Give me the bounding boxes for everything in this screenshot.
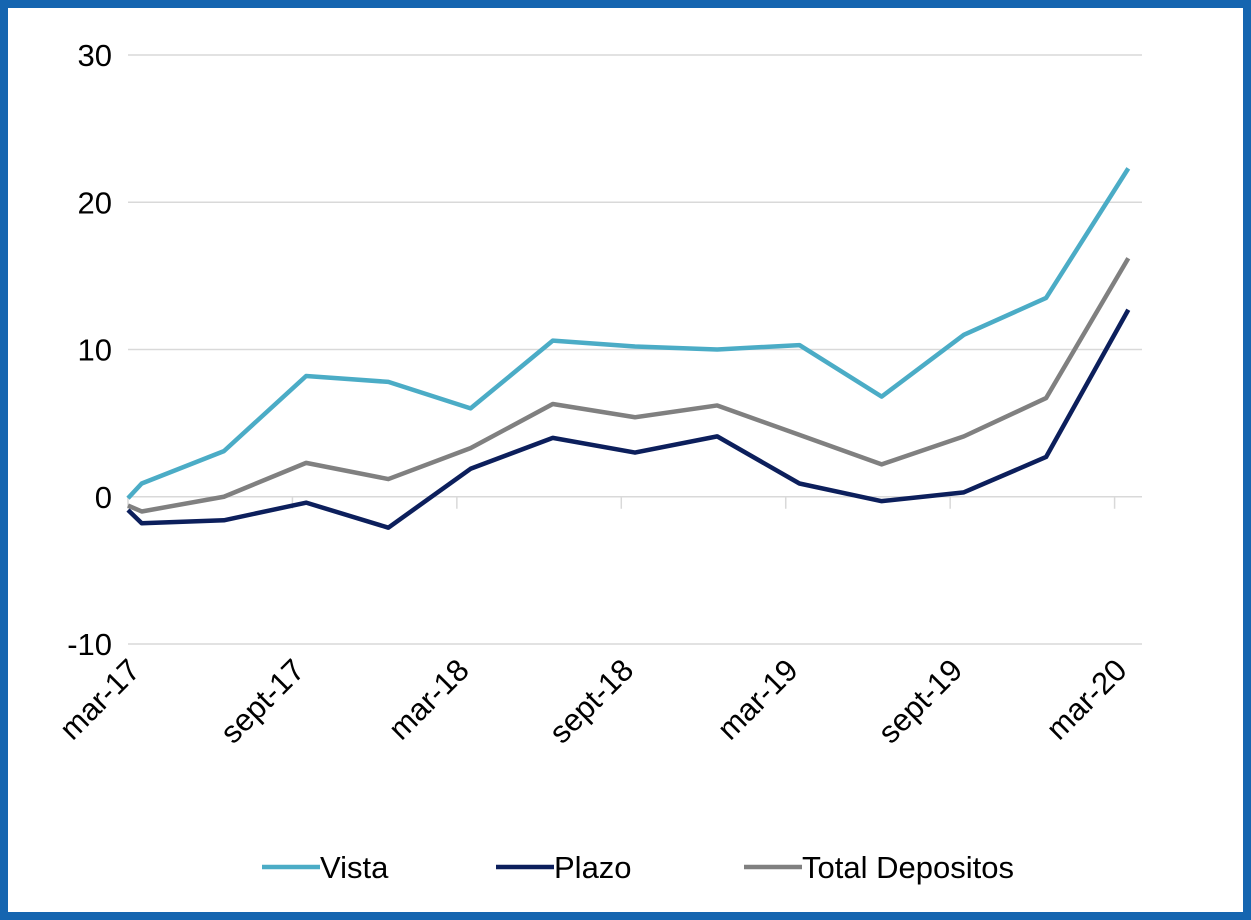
y-tick-label: 10: [78, 333, 112, 368]
y-tick-label: -10: [67, 627, 112, 662]
line-series: [127, 257, 1131, 514]
line-series: [126, 167, 1131, 500]
legend-label: Total Depositos: [802, 850, 1014, 885]
line-series: [126, 308, 1131, 530]
legend-label: Vista: [320, 850, 389, 885]
y-tick-label: 0: [95, 480, 112, 515]
legend-label: Plazo: [554, 850, 632, 885]
y-tick-label: 30: [78, 38, 112, 73]
y-tick-label: 20: [78, 185, 112, 220]
